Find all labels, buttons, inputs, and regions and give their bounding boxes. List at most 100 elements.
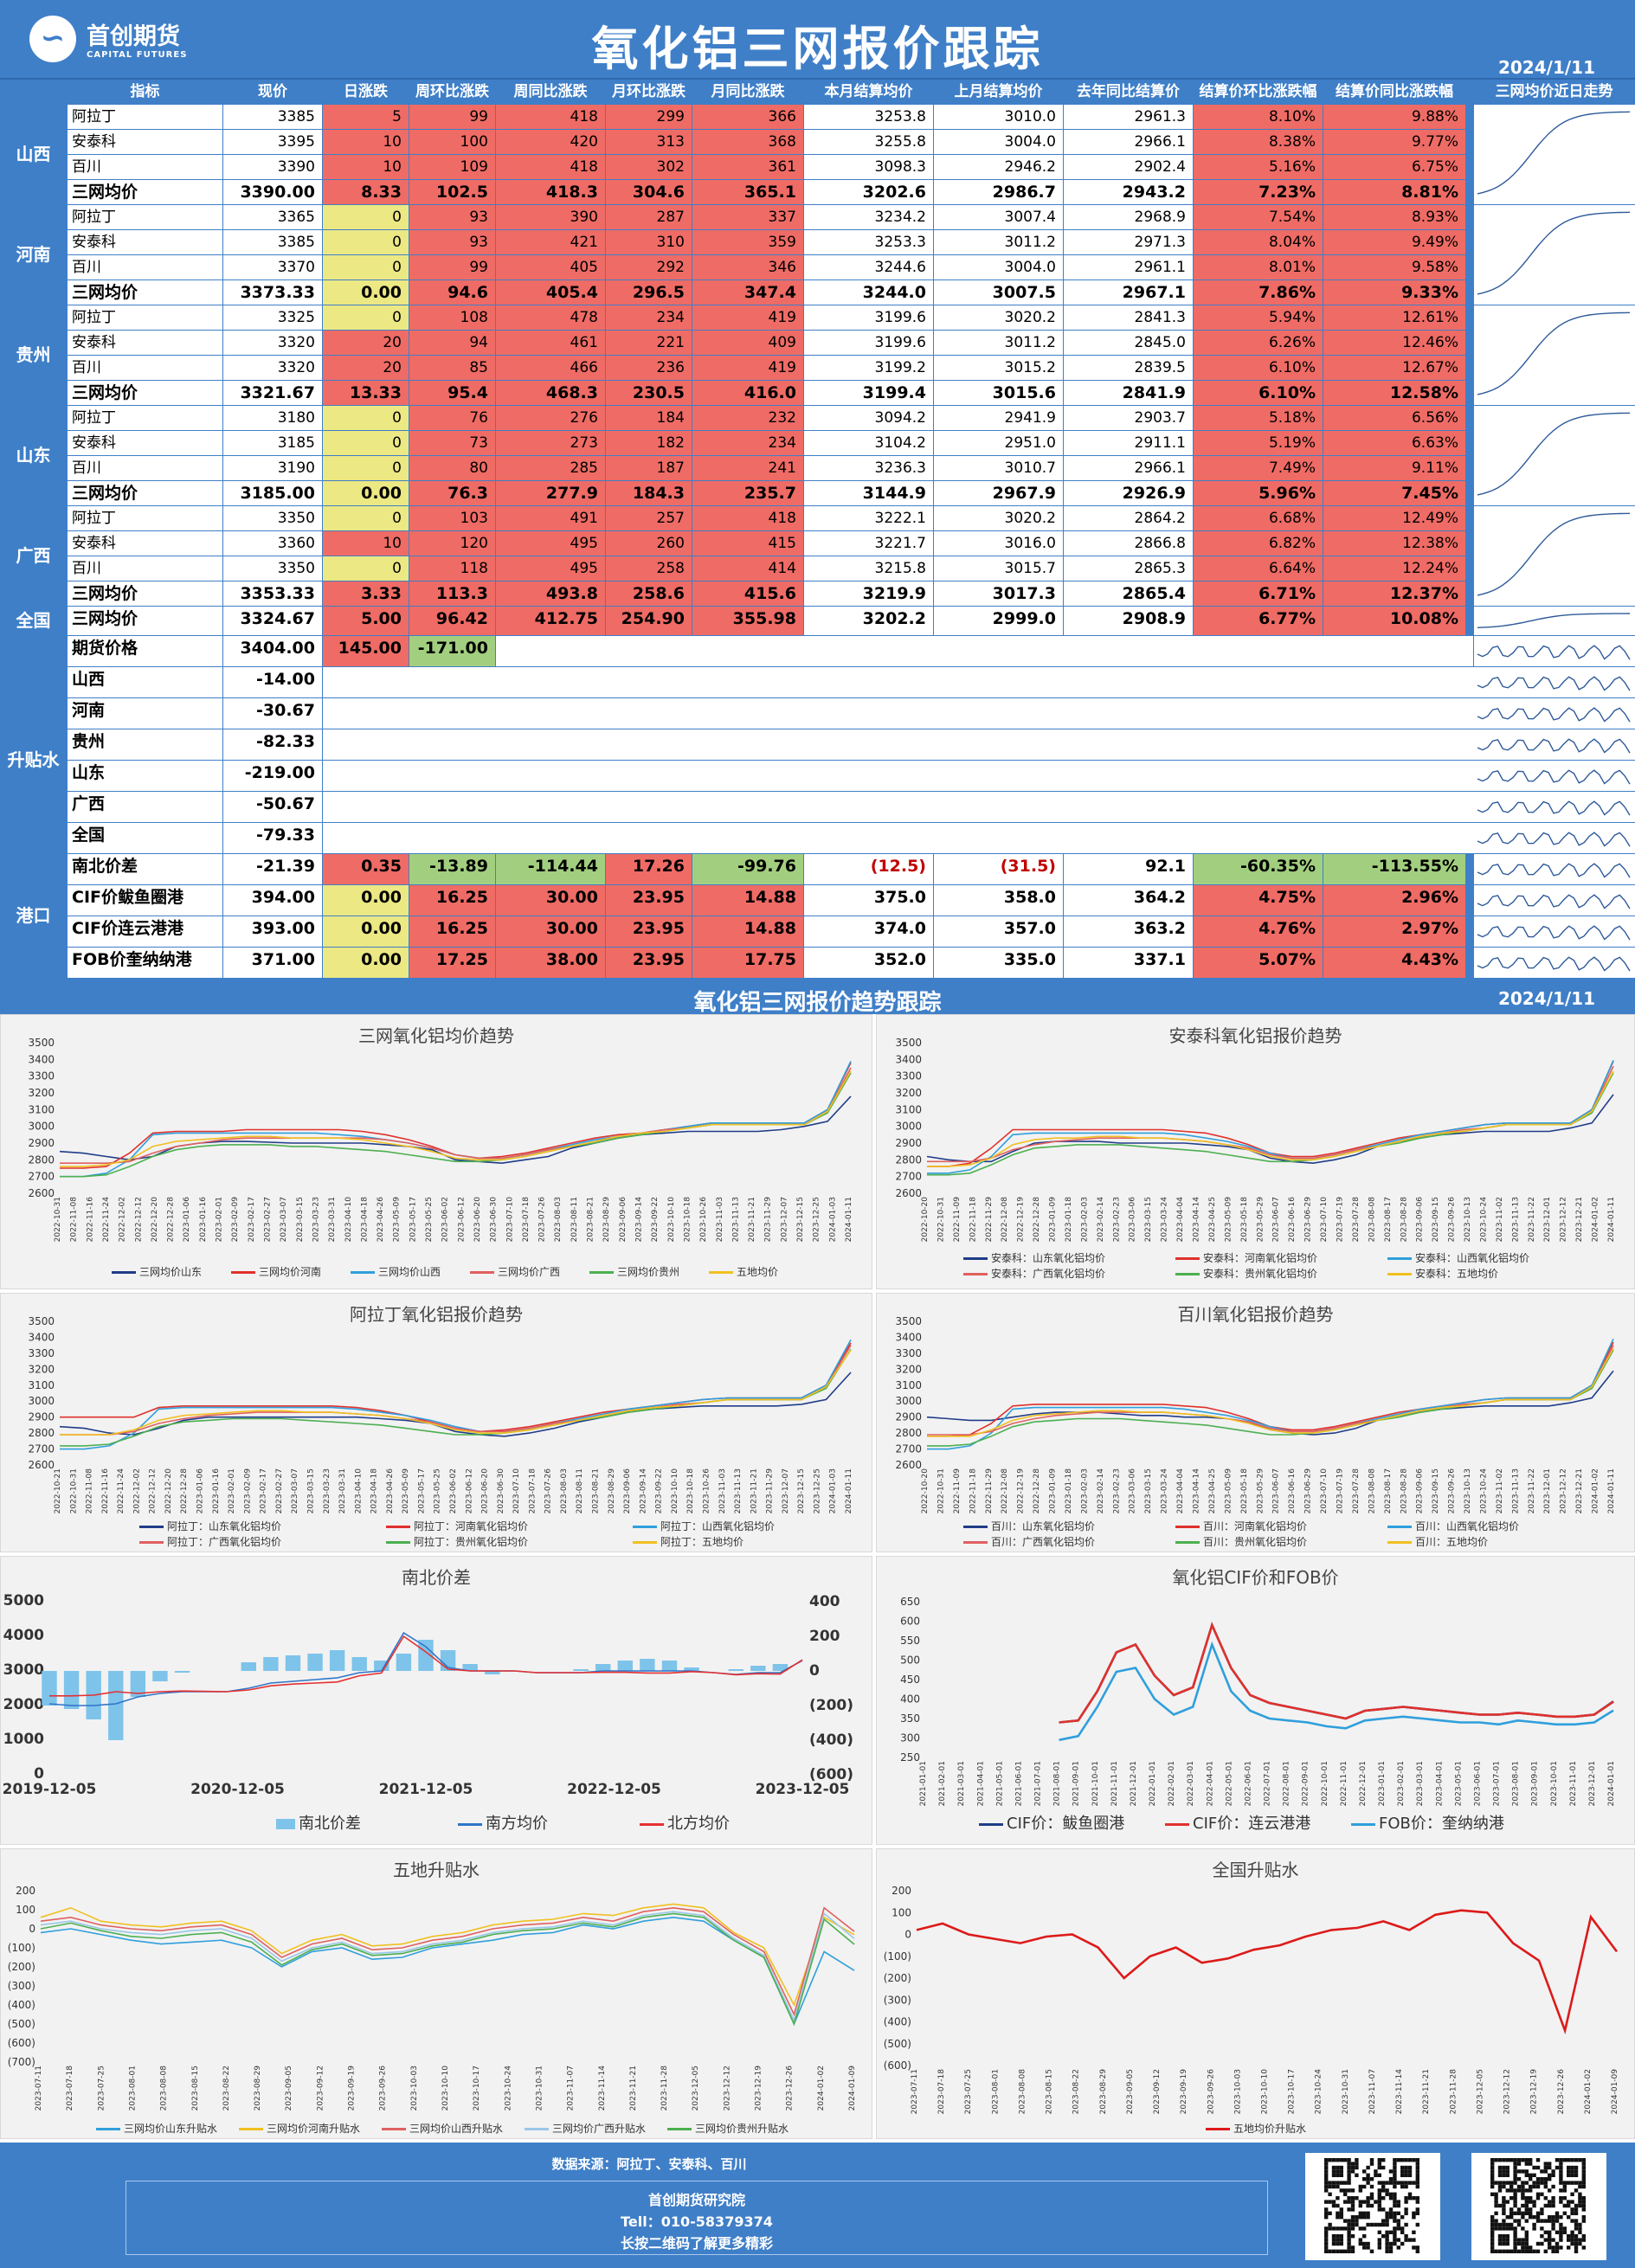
qr-module	[1502, 2158, 1506, 2162]
value-cell: 335.0	[934, 948, 1063, 978]
qr-module	[1331, 2226, 1336, 2231]
qr-code-2[interactable]	[1471, 2153, 1606, 2260]
value-cell: 12.67%	[1323, 356, 1465, 380]
qr-module	[1347, 2241, 1351, 2246]
row-label: 三网均价	[68, 607, 222, 635]
qr-module	[1393, 2162, 1397, 2166]
qr-module	[1532, 2200, 1536, 2204]
legend-item: 安泰科：山东氧化铝均价	[963, 1250, 1105, 1265]
value-cell: 8.38%	[1194, 130, 1323, 154]
chart-title: 全国升贴水	[1212, 1860, 1299, 1880]
qr-module	[1377, 2203, 1381, 2208]
column-header: 结算价环比涨跌幅	[1194, 80, 1323, 104]
qr-module	[1381, 2222, 1386, 2227]
value-cell: 9.33%	[1323, 280, 1465, 305]
value-cell: 232	[692, 406, 803, 430]
qr-module	[1529, 2246, 1533, 2250]
trend-sparkline	[1474, 823, 1635, 853]
x-tick-label: 2023-12-07	[780, 1197, 789, 1242]
y-tick-label: (200)	[884, 1972, 911, 1984]
qr-module	[1339, 2188, 1343, 2193]
qr-module	[1355, 2165, 1359, 2170]
qr-module	[1328, 2184, 1332, 2189]
qr-module	[1324, 2207, 1329, 2212]
qr-module	[1331, 2234, 1336, 2239]
x-tick-label: 2023-12-01	[1543, 1197, 1552, 1242]
y-tick-label: 450	[900, 1674, 920, 1686]
qr-module	[1366, 2196, 1370, 2201]
qr-module	[1502, 2226, 1506, 2231]
column-header: 日涨跌	[323, 80, 409, 104]
qr-module	[1529, 2184, 1533, 2189]
row-label: 安泰科	[68, 130, 222, 154]
value-cell: 6.68%	[1194, 506, 1323, 530]
y-tick-label: 3000	[895, 1395, 922, 1407]
value-cell: 468.3	[496, 381, 605, 405]
qr-module	[1490, 2230, 1495, 2234]
value-cell: -13.89	[409, 854, 495, 884]
qr-module	[1369, 2249, 1374, 2253]
x-tick-label: 2023-12-05	[692, 2066, 700, 2111]
x-tick-label: 2023-06-30	[497, 1468, 505, 1514]
qr-module	[1540, 2226, 1544, 2231]
qr-module	[1524, 2238, 1529, 2242]
x-tick-label: 2022-04-01	[1206, 1761, 1214, 1806]
x-tick-label: 2022-12-05	[567, 1781, 661, 1798]
value-cell: 346	[692, 255, 803, 279]
qr-module	[1388, 2249, 1394, 2253]
qr-module	[1513, 2219, 1517, 2223]
qr-module	[1339, 2158, 1343, 2162]
qr-module	[1331, 2173, 1336, 2177]
qr-module	[1497, 2238, 1503, 2242]
value-cell: 393.00	[223, 916, 322, 947]
value-cell: 3094.2	[804, 406, 933, 430]
qr-module	[1366, 2165, 1370, 2170]
qr-module	[1524, 2188, 1529, 2193]
qr-module	[1567, 2246, 1571, 2250]
x-tick-label: 2023-06-12	[465, 1468, 473, 1513]
bar	[661, 1661, 678, 1671]
qr-module	[1505, 2215, 1509, 2220]
qr-module	[1400, 2173, 1405, 2177]
qr-module	[1381, 2219, 1386, 2223]
qr-module	[1336, 2238, 1340, 2242]
qr-module	[1502, 2184, 1506, 2189]
qr-module	[1555, 2219, 1560, 2223]
qr-module	[1521, 2196, 1525, 2201]
x-tick-label: 2023-08-03	[554, 1197, 563, 1242]
value-cell: 3199.6	[804, 305, 933, 330]
value-cell: 13.33	[323, 381, 409, 405]
qr-module	[1559, 2226, 1563, 2231]
value-cell: 3253.3	[804, 230, 933, 254]
value-cell: 76	[409, 406, 495, 430]
x-tick-label: 2023-11-13	[731, 1197, 740, 1242]
qr-module	[1559, 2230, 1563, 2234]
qr-module	[1581, 2158, 1586, 2162]
x-tick-label: 2022-12-02	[119, 1197, 127, 1242]
qr-module	[1543, 2219, 1548, 2223]
qr-code-1[interactable]	[1305, 2153, 1440, 2260]
qr-module	[1415, 2249, 1419, 2253]
qr-module	[1336, 2184, 1340, 2189]
qr-module	[1490, 2162, 1495, 2166]
x-tick-label: 2023-12-07	[782, 1468, 790, 1513]
qr-module	[1407, 2181, 1413, 2185]
x-tick-label: 2023-10-24	[504, 2066, 512, 2111]
qr-module	[1358, 2184, 1362, 2189]
value-cell: 3219.9	[804, 581, 933, 606]
y-tick-label: 3100	[28, 1103, 55, 1115]
qr-module	[1393, 2211, 1397, 2215]
x-tick-label: 2023-06-16	[1288, 1468, 1297, 1514]
qr-module	[1524, 2158, 1529, 2162]
value-cell: 230.5	[606, 381, 692, 405]
x-tick-label: 2023-07-18	[937, 2069, 946, 2115]
value-cell: 2841.9	[1064, 381, 1193, 405]
qr-module	[1540, 2169, 1544, 2174]
blank-area	[323, 792, 1474, 822]
value-cell: 254.90	[606, 607, 692, 635]
value-cell: 299	[606, 105, 692, 129]
legend-label: 五地均价升贴水	[1233, 2123, 1307, 2135]
qr-module	[1324, 2177, 1329, 2181]
qr-module	[1532, 2184, 1536, 2189]
value-cell: 3320	[223, 356, 322, 380]
